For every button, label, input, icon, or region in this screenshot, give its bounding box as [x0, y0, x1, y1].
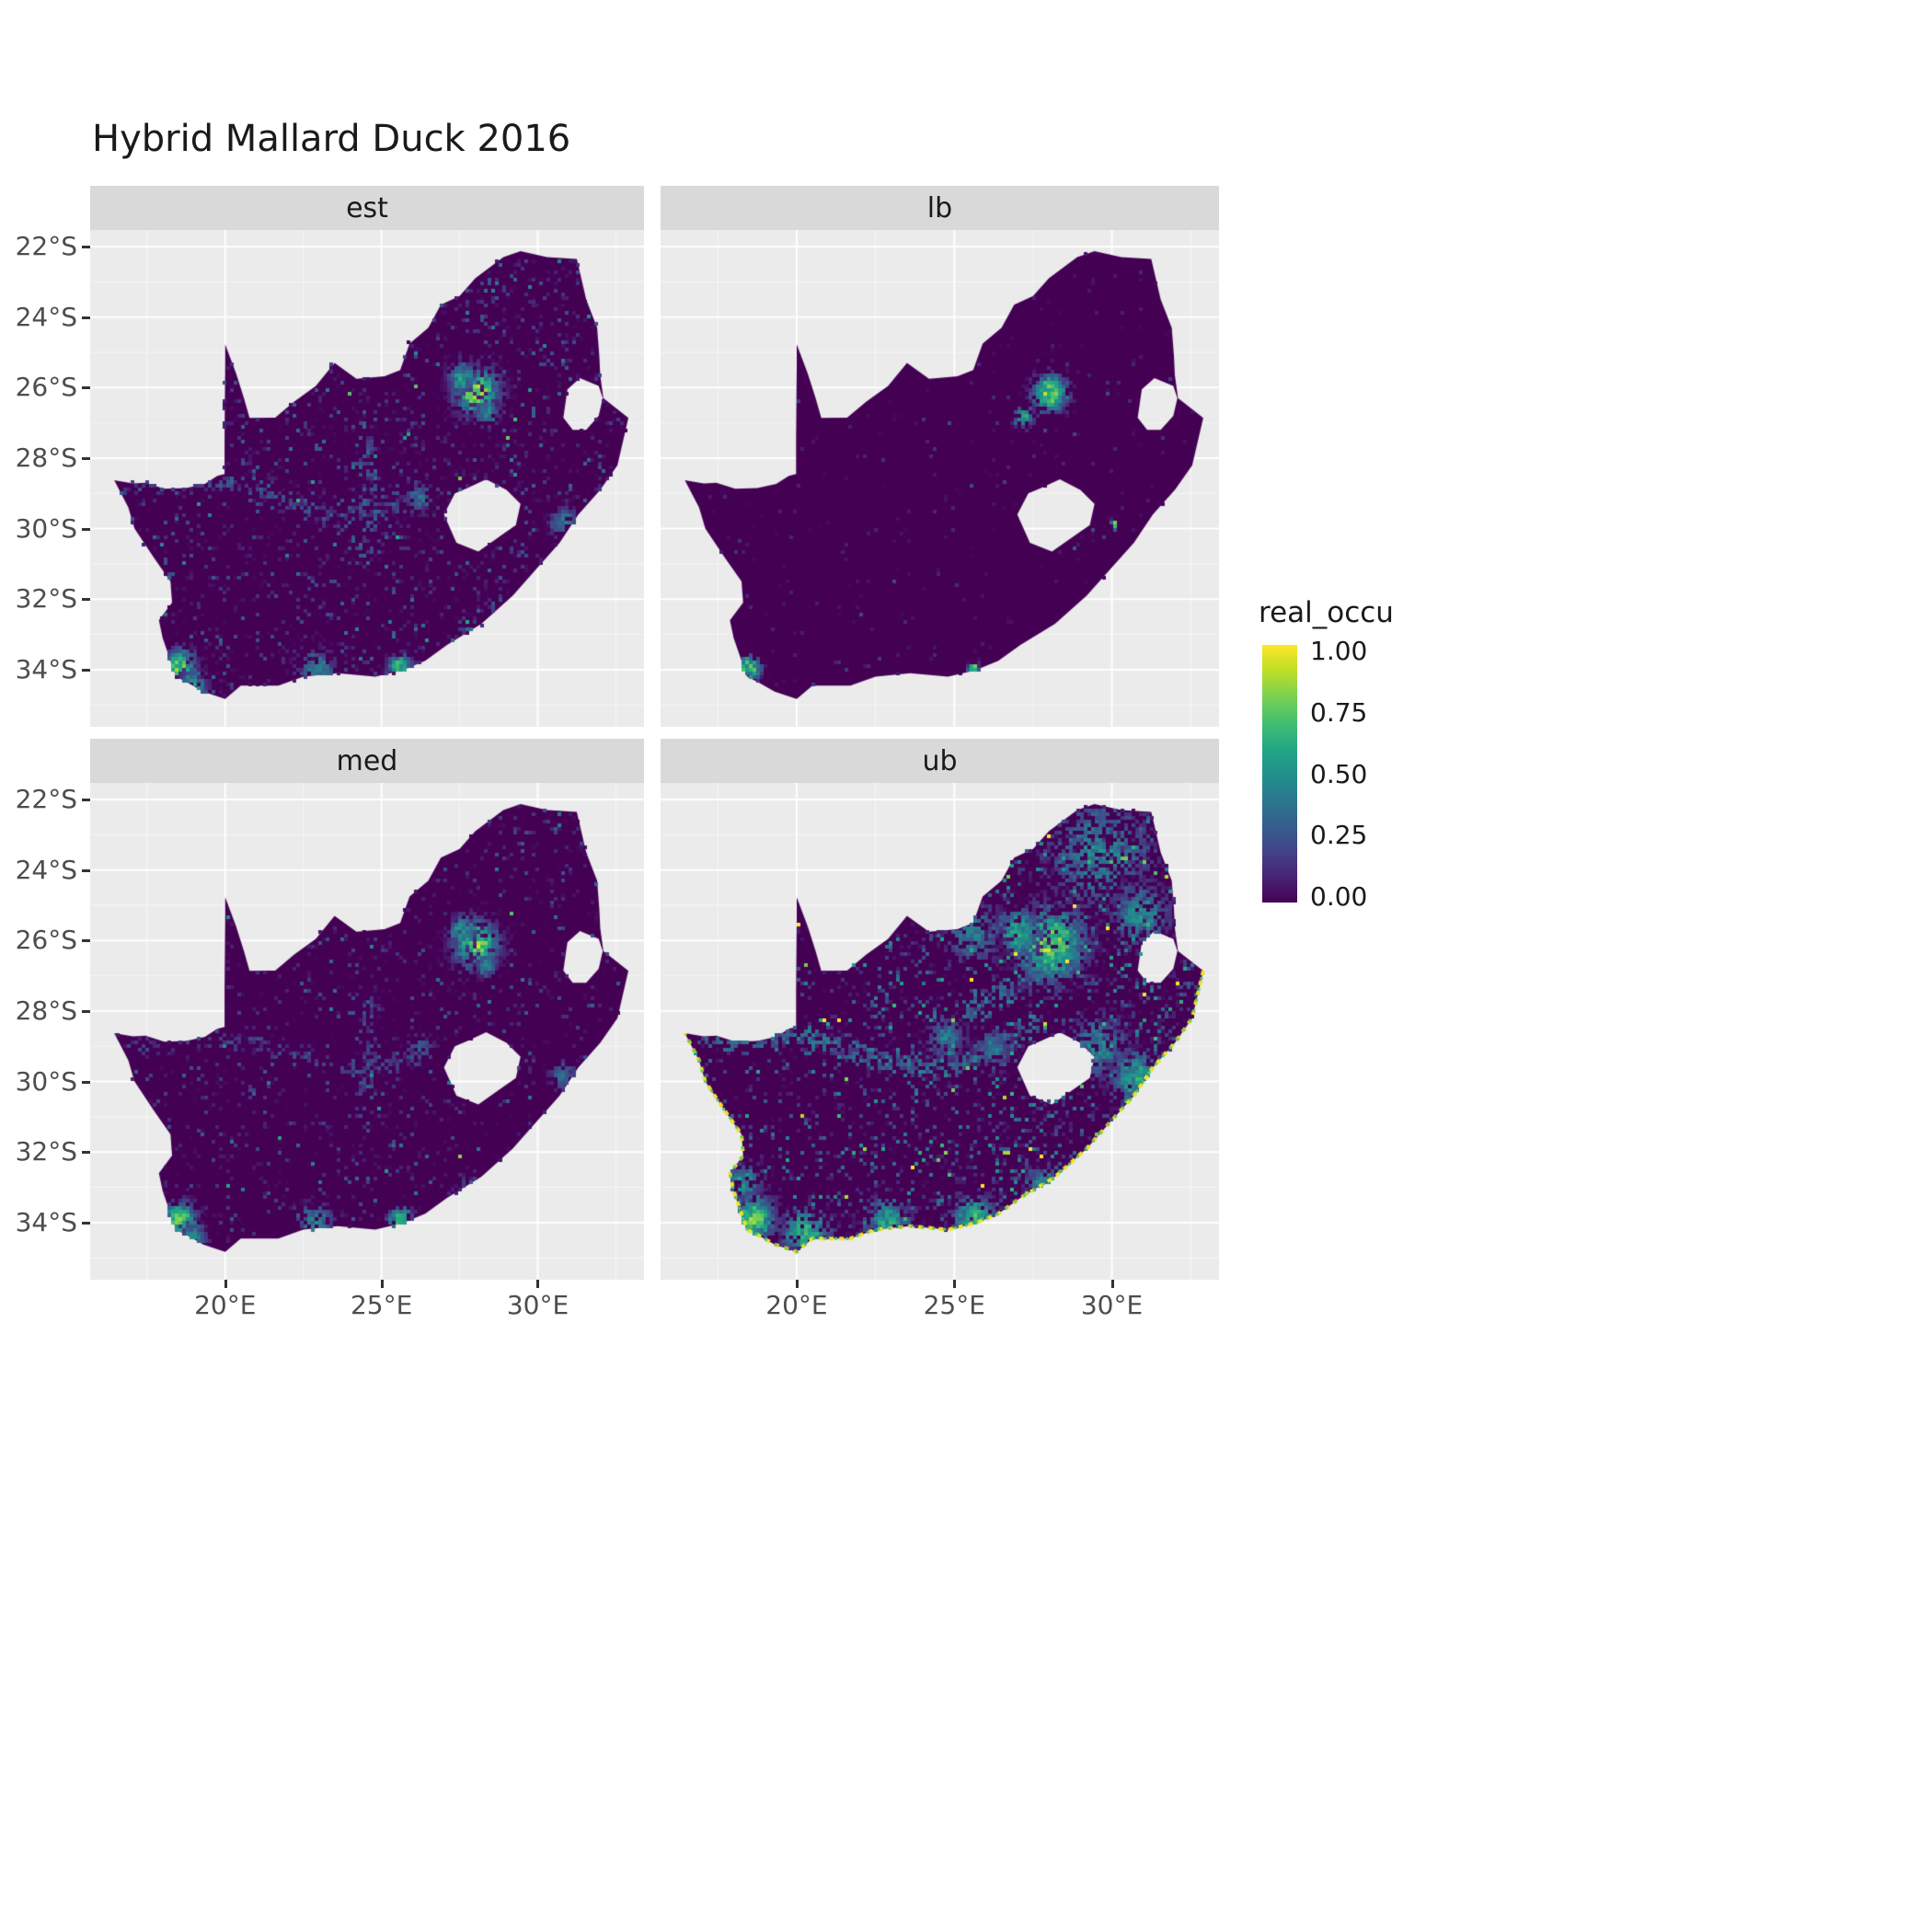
facet-strip-med: med	[90, 739, 644, 783]
y-axis-tick-label: 34°S	[15, 1206, 77, 1237]
legend-tick-label-3: 0.50	[1310, 759, 1368, 789]
y-axis-tick-label: 34°S	[15, 653, 77, 684]
x-axis-tick-mark	[953, 1280, 957, 1288]
y-axis-tick-label: 26°S	[15, 925, 77, 956]
y-axis-tick-label: 22°S	[15, 784, 77, 814]
map-canvas-med	[90, 783, 644, 1280]
legend-tick-label-2: 0.75	[1310, 697, 1368, 728]
facet-label-lb: lb	[926, 191, 953, 224]
x-axis-tick-label: 20°E	[194, 1290, 257, 1320]
x-axis-tick-mark	[795, 1280, 799, 1288]
x-axis-tick-label: 25°E	[923, 1290, 985, 1320]
y-axis-tick-mark	[82, 939, 90, 943]
x-axis-tick-mark	[224, 1280, 227, 1288]
legend-tick-label-5: 0.00	[1310, 881, 1368, 912]
y-axis-tick-label: 32°S	[15, 583, 77, 615]
facet-label-med: med	[336, 744, 398, 777]
x-axis-tick-mark	[1110, 1280, 1114, 1288]
legend-title: real_occu	[1259, 596, 1394, 629]
y-axis-tick-mark	[82, 598, 90, 602]
y-axis-tick-mark	[82, 456, 90, 460]
legend-tick-label-4: 0.25	[1310, 820, 1368, 850]
map-canvas-ub	[661, 783, 1219, 1280]
y-axis-tick-label: 28°S	[15, 442, 77, 473]
facet-panel-med	[90, 783, 644, 1280]
legend-tick-label-1: 1.00	[1310, 636, 1368, 666]
facet-panel-lb	[661, 230, 1219, 727]
y-axis-tick-mark	[82, 386, 90, 390]
y-axis-tick-mark	[82, 246, 90, 248]
y-axis-tick-mark	[82, 1009, 90, 1013]
y-axis-tick-mark	[82, 668, 90, 672]
x-axis-tick-label: 20°E	[765, 1290, 828, 1320]
facet-panel-est	[90, 230, 644, 727]
y-axis-tick-label: 28°S	[15, 995, 77, 1026]
y-axis-tick-label: 24°S	[15, 854, 77, 885]
y-axis-tick-mark	[82, 1080, 90, 1084]
facet-strip-ub: ub	[661, 739, 1219, 783]
chart-title: Hybrid Mallard Duck 2016	[92, 118, 571, 160]
map-canvas-est	[90, 230, 644, 727]
x-axis-tick-label: 25°E	[350, 1290, 413, 1320]
y-axis-tick-mark	[82, 316, 90, 319]
y-axis-tick-mark	[82, 868, 90, 872]
y-axis-tick-label: 30°S	[15, 1065, 77, 1097]
x-axis-tick-mark	[536, 1280, 540, 1288]
y-axis-tick-label: 30°S	[15, 512, 77, 544]
x-axis-tick-label: 30°E	[1080, 1290, 1144, 1320]
legend-gradient-bar	[1262, 645, 1297, 903]
y-axis-tick-label: 22°S	[15, 231, 77, 261]
y-axis-tick-mark	[82, 1221, 90, 1225]
map-canvas-lb	[661, 230, 1219, 727]
x-axis-tick-mark	[380, 1280, 384, 1288]
y-axis-tick-mark	[82, 1151, 90, 1155]
y-axis-tick-label: 26°S	[15, 372, 77, 403]
facet-panel-ub	[661, 783, 1219, 1280]
x-axis-tick-label: 30°E	[506, 1290, 569, 1320]
facet-strip-lb: lb	[661, 186, 1219, 230]
y-axis-tick-mark	[82, 527, 90, 531]
y-axis-tick-mark	[82, 799, 90, 801]
facet-label-est: est	[346, 191, 388, 224]
y-axis-tick-label: 32°S	[15, 1136, 77, 1167]
facet-label-ub: ub	[922, 744, 958, 777]
facet-strip-est: est	[90, 186, 644, 230]
y-axis-tick-label: 24°S	[15, 301, 77, 332]
